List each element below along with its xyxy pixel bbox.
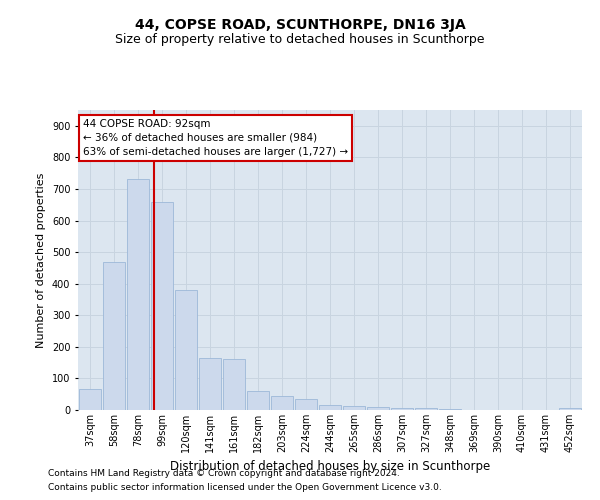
X-axis label: Distribution of detached houses by size in Scunthorpe: Distribution of detached houses by size … (170, 460, 490, 473)
Text: Contains public sector information licensed under the Open Government Licence v3: Contains public sector information licen… (48, 484, 442, 492)
Bar (199, 358, 221, 410)
Bar (559, 408, 581, 410)
Text: 44, COPSE ROAD, SCUNTHORPE, DN16 3JA: 44, COPSE ROAD, SCUNTHORPE, DN16 3JA (134, 18, 466, 32)
Bar (319, 406, 341, 410)
Bar (223, 360, 245, 410)
Bar (439, 409, 461, 410)
Bar (295, 399, 317, 410)
Text: Contains HM Land Registry data © Crown copyright and database right 2024.: Contains HM Land Registry data © Crown c… (48, 468, 400, 477)
Y-axis label: Number of detached properties: Number of detached properties (37, 172, 46, 348)
Bar (343, 406, 365, 410)
Text: Size of property relative to detached houses in Scunthorpe: Size of property relative to detached ho… (115, 32, 485, 46)
Bar (79, 390, 101, 410)
Bar (271, 396, 293, 410)
Bar (415, 408, 437, 410)
Bar (247, 391, 269, 410)
Bar (175, 290, 197, 410)
Bar (127, 180, 149, 410)
Bar (367, 407, 389, 410)
Bar (103, 262, 125, 410)
Text: 44 COPSE ROAD: 92sqm
← 36% of detached houses are smaller (984)
63% of semi-deta: 44 COPSE ROAD: 92sqm ← 36% of detached h… (83, 119, 348, 157)
Bar (391, 408, 413, 410)
Bar (151, 202, 173, 410)
